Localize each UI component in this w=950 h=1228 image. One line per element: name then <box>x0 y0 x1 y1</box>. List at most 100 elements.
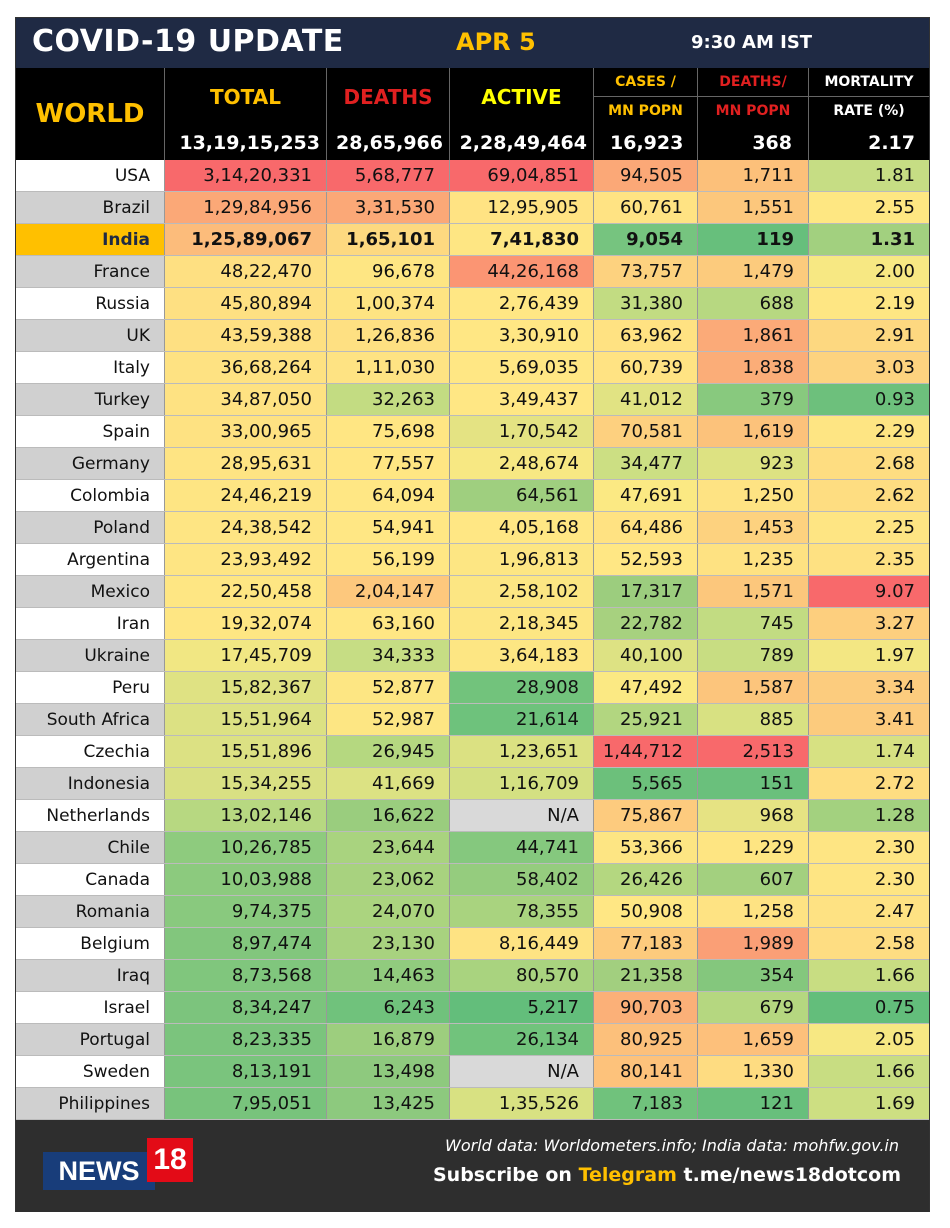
cell-cases-mn: 41,012 <box>593 384 697 415</box>
table-row: USA 3,14,20,331 5,68,777 69,04,851 94,505 1,7… <box>16 160 929 192</box>
cell-deaths-mn: 679 <box>697 992 808 1023</box>
cell-deaths: 24,070 <box>326 896 449 927</box>
cell-mortality: 1.81 <box>808 160 929 191</box>
cell-deaths-mn: 1,258 <box>697 896 808 927</box>
cell-cases-mn: 73,757 <box>593 256 697 287</box>
cell-total: 22,50,458 <box>164 576 326 607</box>
cell-mortality: 3.03 <box>808 352 929 383</box>
table-row: Belgium 8,97,474 23,130 8,16,449 77,183 1,989… <box>16 928 929 960</box>
news18-logo: NEWS 18 <box>43 1138 193 1190</box>
cell-deaths-mn: 151 <box>697 768 808 799</box>
cell-mortality: 2.19 <box>808 288 929 319</box>
cell-cases-mn: 50,908 <box>593 896 697 927</box>
country-name: Belgium <box>16 928 164 959</box>
cell-deaths: 23,644 <box>326 832 449 863</box>
cell-deaths-mn: 968 <box>697 800 808 831</box>
cell-total: 24,46,219 <box>164 480 326 511</box>
cell-cases-mn: 60,739 <box>593 352 697 383</box>
cell-cases-mn: 25,921 <box>593 704 697 735</box>
country-name: Romania <box>16 896 164 927</box>
table-row: India 1,25,89,067 1,65,101 7,41,830 9,054 119… <box>16 224 929 256</box>
cell-deaths-mn: 2,513 <box>697 736 808 767</box>
cell-total: 8,23,335 <box>164 1024 326 1055</box>
cell-deaths: 34,333 <box>326 640 449 671</box>
cell-deaths: 64,094 <box>326 480 449 511</box>
world-label: WORLD <box>35 99 145 129</box>
cell-deaths: 23,130 <box>326 928 449 959</box>
table-row: Iran 19,32,074 63,160 2,18,345 22,782 745 3.27 <box>16 608 929 640</box>
country-name: Iran <box>16 608 164 639</box>
cell-total: 1,29,84,956 <box>164 192 326 223</box>
cell-deaths: 5,68,777 <box>326 160 449 191</box>
cell-active: 12,95,905 <box>449 192 593 223</box>
cell-cases-mn: 75,867 <box>593 800 697 831</box>
cell-total: 15,51,964 <box>164 704 326 735</box>
country-name: Italy <box>16 352 164 383</box>
cell-total: 43,59,388 <box>164 320 326 351</box>
cell-deaths: 6,243 <box>326 992 449 1023</box>
cell-cases-mn: 7,183 <box>593 1088 697 1119</box>
cell-mortality: 0.75 <box>808 992 929 1023</box>
country-name: Canada <box>16 864 164 895</box>
cell-mortality: 1.97 <box>808 640 929 671</box>
cell-active: 2,48,674 <box>449 448 593 479</box>
cell-mortality: 1.66 <box>808 1056 929 1087</box>
cell-deaths-mn: 688 <box>697 288 808 319</box>
header-mortality-line2: RATE (%) <box>833 103 905 119</box>
country-name: Peru <box>16 672 164 703</box>
cell-deaths-mn: 121 <box>697 1088 808 1119</box>
cell-deaths: 52,987 <box>326 704 449 735</box>
table-row: Chile 10,26,785 23,644 44,741 53,366 1,229 2.3… <box>16 832 929 864</box>
table-row: Philippines 7,95,051 13,425 1,35,526 7,183 12… <box>16 1088 929 1120</box>
cell-total: 1,25,89,067 <box>164 224 326 255</box>
table-row: Italy 36,68,264 1,11,030 5,69,035 60,739 1,83… <box>16 352 929 384</box>
header-mortality-line1: MORTALITY <box>809 68 929 97</box>
cell-deaths: 75,698 <box>326 416 449 447</box>
cell-cases-mn: 40,100 <box>593 640 697 671</box>
cell-active: 2,76,439 <box>449 288 593 319</box>
table-row: Iraq 8,73,568 14,463 80,570 21,358 354 1.66 <box>16 960 929 992</box>
cell-cases-mn: 60,761 <box>593 192 697 223</box>
cell-mortality: 2.05 <box>808 1024 929 1055</box>
cell-deaths: 23,062 <box>326 864 449 895</box>
logo-number: 18 <box>147 1138 193 1182</box>
cell-active: 21,614 <box>449 704 593 735</box>
country-table: USA 3,14,20,331 5,68,777 69,04,851 94,505 1,7… <box>16 160 929 1120</box>
table-header: WORLD TOTAL DEATHS ACTIVE CASES / MN POP… <box>16 68 929 160</box>
cell-mortality: 2.58 <box>808 928 929 959</box>
cell-deaths-mn: 885 <box>697 704 808 735</box>
cell-active: 4,05,168 <box>449 512 593 543</box>
country-name: Ukraine <box>16 640 164 671</box>
cell-deaths: 16,879 <box>326 1024 449 1055</box>
cell-mortality: 2.62 <box>808 480 929 511</box>
cell-cases-mn: 70,581 <box>593 416 697 447</box>
telegram-link[interactable]: t.me/news18dotcom <box>683 1164 902 1186</box>
cell-total: 19,32,074 <box>164 608 326 639</box>
cell-total: 36,68,264 <box>164 352 326 383</box>
cell-mortality: 2.68 <box>808 448 929 479</box>
cell-active: 69,04,851 <box>449 160 593 191</box>
header-active: ACTIVE <box>449 68 593 125</box>
cell-mortality: 2.00 <box>808 256 929 287</box>
cell-active: 1,23,651 <box>449 736 593 767</box>
table-row: Germany 28,95,631 77,557 2,48,674 34,477 923 2… <box>16 448 929 480</box>
table-row: Peru 15,82,367 52,877 28,908 47,492 1,587 3.34 <box>16 672 929 704</box>
table-row: Ukraine 17,45,709 34,333 3,64,183 40,100 789 1… <box>16 640 929 672</box>
cell-deaths: 52,877 <box>326 672 449 703</box>
cell-total: 33,00,965 <box>164 416 326 447</box>
country-name: South Africa <box>16 704 164 735</box>
cell-mortality: 2.25 <box>808 512 929 543</box>
table-row: Netherlands 13,02,146 16,622 N/A 75,867 968 1.… <box>16 800 929 832</box>
table-row: UK 43,59,388 1,26,836 3,30,910 63,962 1,861 2.… <box>16 320 929 352</box>
table-row: Czechia 15,51,896 26,945 1,23,651 1,44,712 2,… <box>16 736 929 768</box>
cell-total: 48,22,470 <box>164 256 326 287</box>
cell-deaths: 3,31,530 <box>326 192 449 223</box>
cell-deaths: 77,557 <box>326 448 449 479</box>
cell-cases-mn: 80,925 <box>593 1024 697 1055</box>
cell-deaths: 1,00,374 <box>326 288 449 319</box>
cell-active: 1,35,526 <box>449 1088 593 1119</box>
country-name: Russia <box>16 288 164 319</box>
cell-mortality: 2.29 <box>808 416 929 447</box>
cell-mortality: 2.55 <box>808 192 929 223</box>
cell-total: 10,26,785 <box>164 832 326 863</box>
